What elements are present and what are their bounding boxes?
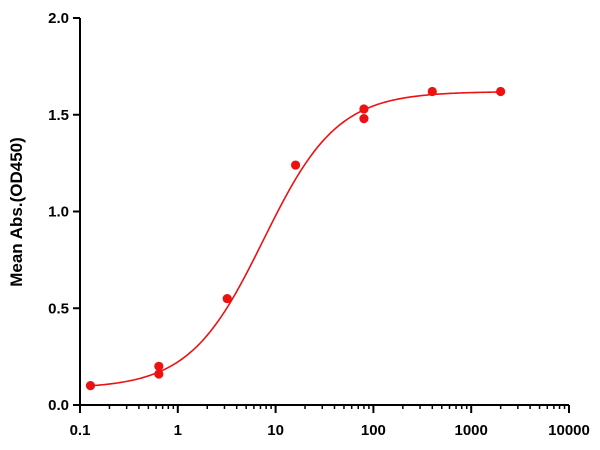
x-axis: 0.1 1 10 100 1000 10000 (70, 404, 590, 439)
y-tick-label: 2.0 (48, 10, 69, 27)
data-point (496, 86, 506, 97)
data-point (427, 86, 437, 97)
x-tick-label: 10 (267, 422, 284, 439)
y-tick-label: 0.5 (48, 300, 69, 317)
data-points-layer (85, 86, 506, 391)
y-tick-label: 0.0 (48, 397, 69, 414)
data-point (222, 293, 232, 304)
data-point (359, 114, 369, 124)
data-point (154, 361, 164, 371)
x-tick-label: 100 (361, 422, 386, 439)
fit-curve-layer (90, 91, 501, 387)
data-point (154, 369, 164, 379)
y-axis: 0.0 0.5 1.0 1.5 2.0 (48, 10, 81, 414)
y-tick-label: 1.5 (48, 107, 69, 124)
fit-curve (90, 91, 501, 387)
x-tick-label: 10000 (548, 422, 590, 439)
data-point (359, 104, 369, 114)
data-point (85, 381, 96, 391)
y-axis-title: Mean Abs.(OD450) (7, 137, 26, 287)
x-tick-label: 1000 (455, 422, 488, 439)
x-tick-label: 1 (174, 422, 182, 439)
y-tick-label: 1.0 (48, 204, 69, 221)
x-tick-label: 0.1 (70, 422, 91, 439)
data-point (290, 160, 301, 170)
